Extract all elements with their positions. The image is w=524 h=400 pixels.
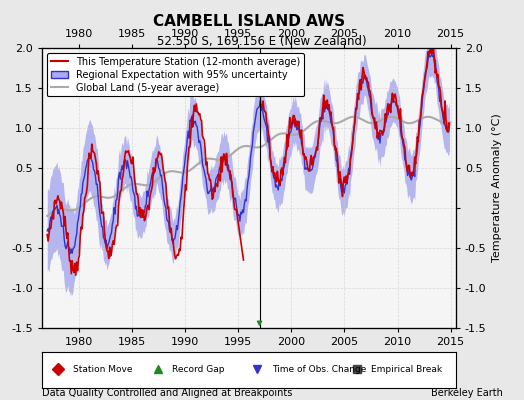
Text: Record Gap: Record Gap — [172, 366, 225, 374]
Text: Time of Obs. Change: Time of Obs. Change — [271, 366, 366, 374]
Text: Berkeley Earth: Berkeley Earth — [431, 388, 503, 398]
Text: Empirical Break: Empirical Break — [371, 366, 442, 374]
Y-axis label: Temperature Anomaly (°C): Temperature Anomaly (°C) — [492, 114, 502, 262]
Text: 52.550 S, 169.156 E (New Zealand): 52.550 S, 169.156 E (New Zealand) — [157, 36, 367, 48]
Text: Station Move: Station Move — [73, 366, 133, 374]
Text: Data Quality Controlled and Aligned at Breakpoints: Data Quality Controlled and Aligned at B… — [42, 388, 292, 398]
Legend: This Temperature Station (12-month average), Regional Expectation with 95% uncer: This Temperature Station (12-month avera… — [47, 53, 304, 96]
Title: CAMBELL ISLAND AWS: CAMBELL ISLAND AWS — [153, 14, 345, 29]
